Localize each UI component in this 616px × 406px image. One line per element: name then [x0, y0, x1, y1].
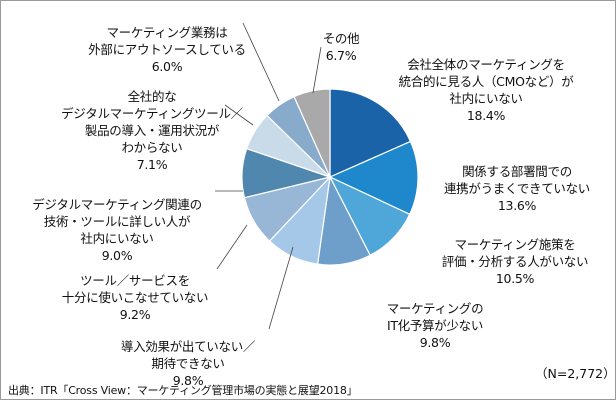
- slice-label-cmo: 会社全体のマーケティングを 統合的に見る人（CMOなど）が 社内にいない 18.…: [371, 39, 601, 141]
- slice-value-coordination: 13.6%: [497, 198, 537, 213]
- slice-value-tech-staff: 9.0%: [101, 248, 133, 263]
- leader-line-tools-usage: [216, 224, 248, 270]
- slice-value-it-budget: 9.8%: [419, 335, 451, 350]
- slice-label-status-unknown: 全社的な デジタルマーケティングツール／ 製品の導入・運用状況が わからない 7…: [39, 71, 265, 190]
- leader-line-status-unknown: [224, 104, 254, 126]
- slice-label-outsource: マーケティング業務は 外部にアウトソースしている 6.0%: [69, 7, 265, 92]
- pie-slice-other: [293, 88, 331, 178]
- slice-label-status-unknown-text: 全社的な デジタルマーケティングツール／ 製品の導入・運用状況が わからない: [61, 89, 243, 155]
- slice-label-effect-text: 導入効果が出ていない／ 期待できない: [120, 339, 256, 371]
- slice-label-outsource-text: マーケティング業務は 外部にアウトソースしている: [88, 25, 246, 57]
- slice-label-tools-usage-text: ツール／サービスを 十分に使いこなせていない: [61, 273, 209, 305]
- pie-chart: [215, 22, 419, 330]
- pie-slice-cmo: [329, 88, 412, 178]
- slice-value-cmo: 18.4%: [466, 108, 506, 123]
- leader-line-outsource: [242, 22, 280, 102]
- slice-value-tools-usage: 9.2%: [119, 307, 151, 322]
- slice-value-effect: 9.8%: [172, 373, 204, 388]
- slice-label-tools-usage: ツール／サービスを 十分に使いこなせていない 9.2%: [45, 255, 225, 340]
- slice-label-evaluation-text: マーケティング施策を 評価・分析する人がいない: [441, 237, 589, 269]
- slice-label-evaluation: マーケティング施策を 評価・分析する人がいない 10.5%: [415, 219, 615, 304]
- slice-label-coordination: 関係する部署間での 連携がうまくできていない 13.6%: [417, 146, 616, 231]
- source-note: 出典：ITR「Cross View：マーケティング管理市場の実態と展望2018」: [8, 384, 358, 397]
- slice-value-other: 6.7%: [325, 48, 357, 63]
- slice-label-tech-staff-text: デジタルマーケティング関連の 技術・ツールに詳しい人が 社内にいない: [32, 197, 202, 246]
- sample-size: （N=2,772）: [535, 366, 616, 381]
- slice-label-cmo-text: 会社全体のマーケティングを 統合的に見る人（CMOなど）が 社内にいない: [398, 57, 574, 106]
- slice-label-other-text: その他: [322, 31, 360, 46]
- slice-label-other: その他 6.7%: [311, 13, 371, 81]
- slice-label-it-budget: マーケティングの IT化予算が少ない 9.8%: [355, 283, 515, 368]
- leader-line-other: [312, 46, 322, 94]
- pie-slice-coordination: [328, 140, 419, 216]
- slice-label-coordination-text: 関係する部署間での 連携がうまくできていない: [443, 164, 591, 196]
- slice-label-effect: 導入効果が出ていない／ 期待できない 9.8%: [93, 321, 283, 406]
- leader-line-effect: [268, 246, 294, 330]
- slice-label-tech-staff: デジタルマーケティング関連の 技術・ツールに詳しい人が 社内にいない 9.0%: [1, 179, 233, 281]
- slice-value-evaluation: 10.5%: [495, 271, 535, 286]
- slice-value-outsource: 6.0%: [151, 59, 183, 74]
- slice-value-status-unknown: 7.1%: [136, 157, 168, 172]
- slice-label-it-budget-text: マーケティングの IT化予算が少ない: [386, 301, 484, 333]
